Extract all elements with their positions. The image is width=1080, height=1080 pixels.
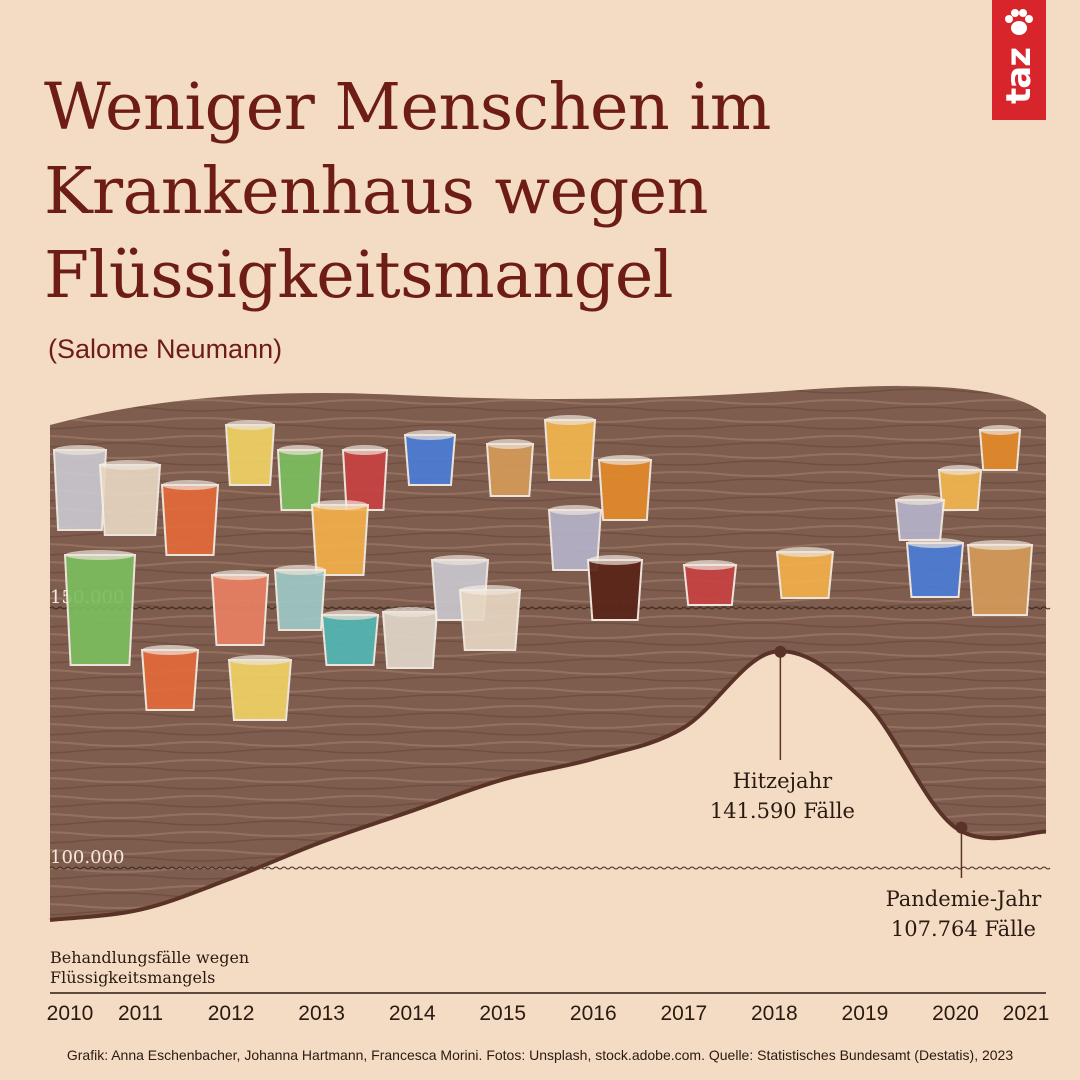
- area-fill: [50, 385, 1046, 921]
- glass-icon: [276, 445, 324, 511]
- glass-icon: [978, 425, 1022, 471]
- glass-icon: [966, 540, 1034, 616]
- series-line: [49, 649, 1047, 922]
- x-tick-label: 2011: [118, 1002, 163, 1025]
- paw-icon: [1005, 9, 1033, 35]
- x-axis-label: Behandlungsfälle wegen Flüssigkeitsmange…: [50, 948, 250, 987]
- x-tick-label: 2019: [842, 1002, 889, 1025]
- x-tick-label: 2016: [570, 1002, 617, 1025]
- line-layer: [49, 649, 1047, 922]
- glass-icon: [586, 555, 644, 621]
- glass-icon: [682, 560, 738, 606]
- x-tick-label: 2012: [208, 1002, 255, 1025]
- glass-icon: [905, 538, 965, 598]
- glass-icon: [381, 607, 439, 669]
- glass-icon: [543, 415, 597, 481]
- annotation-value: 107.764 Fälle: [891, 917, 1036, 941]
- glass-icon: [485, 439, 535, 497]
- annotation-label: Pandemie-Jahr: [886, 887, 1043, 911]
- annotation-layer: Hitzejahr 141.590 Fälle Pandemie-Jahr 107.7…: [710, 645, 1043, 941]
- grid-line: [49, 866, 1051, 870]
- glass-icon: [458, 585, 522, 651]
- x-tick-label: 2010: [47, 1002, 94, 1025]
- glass-icon: [894, 495, 946, 541]
- glass-icon: [210, 570, 270, 646]
- glass-icon: [224, 420, 276, 486]
- x-tick-label: 2018: [751, 1002, 798, 1025]
- annotation-label: Hitzejahr: [733, 769, 834, 793]
- glass-icon: [52, 445, 108, 531]
- glass-decoration: [52, 415, 1034, 721]
- x-tick-label: 2020: [932, 1002, 979, 1025]
- x-tick-label: 2017: [660, 1002, 707, 1025]
- glass-icon: [310, 500, 370, 576]
- taz-logo[interactable]: taz: [992, 0, 1046, 120]
- glass-icon: [597, 455, 653, 521]
- page-title: Weniger Menschen im Krankenhaus wegen Fl…: [44, 70, 771, 313]
- footer-credits: Grafik: Anna Eschenbacher, Johanna Hartm…: [66, 1047, 1014, 1063]
- glass-icon: [937, 465, 983, 511]
- area-fade: [0, 375, 1080, 455]
- x-tick-label: 2014: [389, 1002, 436, 1025]
- glass-icon: [341, 445, 389, 511]
- glass-icon: [547, 505, 603, 571]
- x-axis: 2010 2011 2012 2013 2014 2015 2016 2017 2018 2019…: [47, 992, 1050, 1025]
- x-tick-label: 2021: [1003, 1002, 1050, 1025]
- glass-icon: [273, 565, 327, 631]
- glass-icon: [160, 480, 220, 556]
- glass-icon: [775, 547, 835, 599]
- annotation-value: 141.590 Fälle: [710, 799, 855, 823]
- y-tick-label: 100.000: [50, 847, 124, 868]
- glass-icon: [98, 460, 162, 536]
- glass-icon: [403, 430, 457, 486]
- x-tick-label: 2015: [479, 1002, 526, 1025]
- glass-icon: [320, 610, 380, 666]
- glass-icon: [227, 655, 293, 721]
- x-tick-label: 2013: [298, 1002, 345, 1025]
- area-layer: [0, 375, 1080, 921]
- author-credit: (Salome Neumann): [48, 334, 283, 364]
- glass-icon: [140, 645, 200, 711]
- glass-icon: [63, 550, 137, 666]
